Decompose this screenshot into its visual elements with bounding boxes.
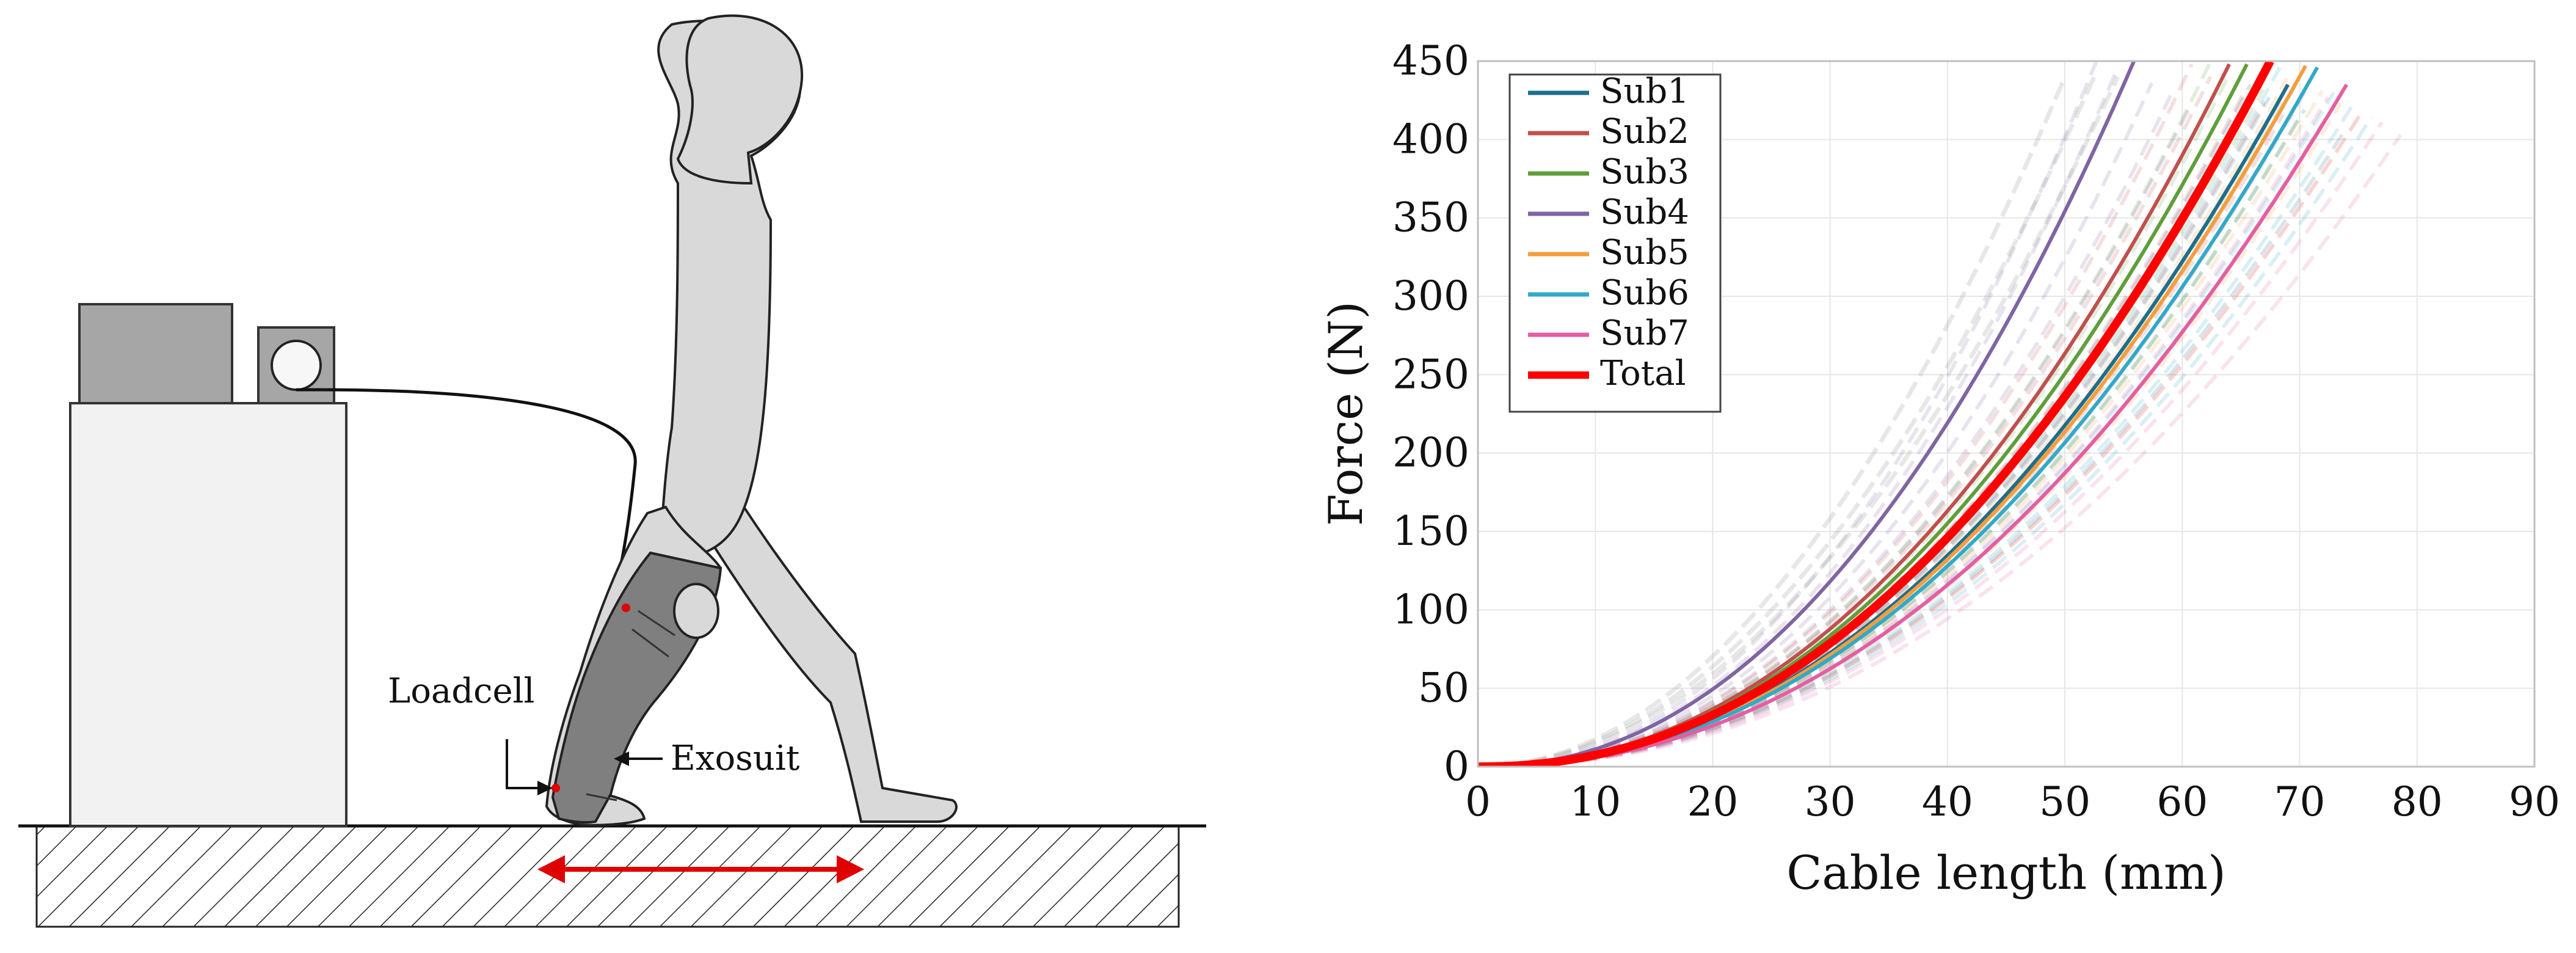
setup-diagram: Loadcell Exosuit — [18, 14, 1206, 928]
series-line-sub4 — [1478, 61, 2136, 767]
x-tick-label: 50 — [2039, 778, 2090, 825]
x-tick-label: 20 — [1687, 778, 1738, 825]
loadcell-pointer — [506, 739, 547, 789]
legend-label: Sub3 — [1600, 152, 1689, 192]
trial-curve — [1478, 63, 2211, 767]
legend-label: Sub5 — [1600, 233, 1689, 272]
trial-curve — [1478, 133, 2403, 767]
x-tick-label: 80 — [2392, 778, 2443, 825]
y-tick-label: 150 — [1392, 508, 1469, 555]
x-tick-labels: 0 10 20 30 40 50 60 70 80 90 — [1465, 778, 2560, 825]
y-tick-label: 0 — [1444, 743, 1469, 790]
legend-label: Sub6 — [1600, 273, 1689, 313]
x-tick-label: 40 — [1922, 778, 1973, 825]
y-tick-label: 400 — [1392, 115, 1469, 162]
trial-curve — [1478, 116, 2373, 767]
person-head — [676, 14, 804, 185]
y-tick-label: 250 — [1392, 351, 1469, 398]
y-tick-label: 100 — [1392, 586, 1469, 633]
cable-anchor-dot — [622, 604, 630, 612]
y-tick-label: 200 — [1392, 429, 1469, 477]
legend-label: Total — [1600, 354, 1686, 393]
knee-cutout — [673, 583, 719, 639]
bench-cabinet — [69, 402, 347, 827]
y-tick-label: 450 — [1392, 37, 1469, 84]
legend-label: Sub7 — [1600, 313, 1689, 353]
arrow-left-head — [537, 855, 565, 883]
exosuit-arrowhead — [614, 751, 629, 766]
pulley-icon — [271, 340, 322, 391]
exosuit-strap-lines — [586, 610, 675, 801]
arrow-right-head — [837, 855, 864, 883]
trial-curve — [1478, 115, 2362, 767]
loadcell-dot — [551, 784, 560, 792]
trial-curve — [1478, 76, 2120, 767]
y-axis-label: Force (N) — [1319, 301, 1373, 526]
legend-label: Sub4 — [1600, 192, 1689, 232]
trial-curve — [1478, 63, 2194, 767]
loadcell-label: Loadcell — [388, 671, 534, 711]
ground-hatch — [35, 825, 1180, 928]
trial-curve — [1478, 104, 2354, 767]
plot-frame — [1477, 60, 2536, 768]
legend-label: Sub1 — [1600, 71, 1689, 111]
trial-curve — [1478, 121, 2384, 767]
series-curves — [1478, 61, 2348, 767]
trial-curve — [1478, 108, 2365, 767]
trial-curve — [1478, 76, 2067, 767]
x-tick-label: 30 — [1805, 778, 1856, 825]
x-axis-label: Cable length (mm) — [1786, 845, 2226, 900]
legend-label: Sub2 — [1600, 112, 1689, 152]
x-tick-label: 90 — [2509, 778, 2560, 825]
person-back-leg — [707, 467, 958, 823]
legend-box — [1508, 73, 1722, 413]
y-tick-label: 350 — [1392, 194, 1469, 241]
series-line-total — [1478, 61, 2274, 767]
trial-curve — [1478, 76, 2213, 767]
force-cable-chart: 0 10 20 30 40 50 60 70 80 90 0 50 100 150 200 250 300 35… — [1319, 37, 2560, 900]
trial-curve — [1478, 76, 2097, 767]
y-tick-label: 300 — [1392, 272, 1469, 319]
x-tick-label: 70 — [2274, 778, 2326, 825]
x-tick-label: 10 — [1570, 778, 1621, 825]
x-tick-label: 0 — [1465, 778, 1491, 825]
loadcell-arrowhead — [537, 781, 553, 795]
y-tick-labels: 0 50 100 150 200 250 300 350 400 450 — [1392, 37, 1469, 790]
motor-box — [78, 303, 233, 404]
y-tick-label: 50 — [1418, 665, 1469, 712]
x-tick-label: 60 — [2156, 778, 2208, 825]
exosuit-label: Exosuit — [671, 739, 800, 778]
